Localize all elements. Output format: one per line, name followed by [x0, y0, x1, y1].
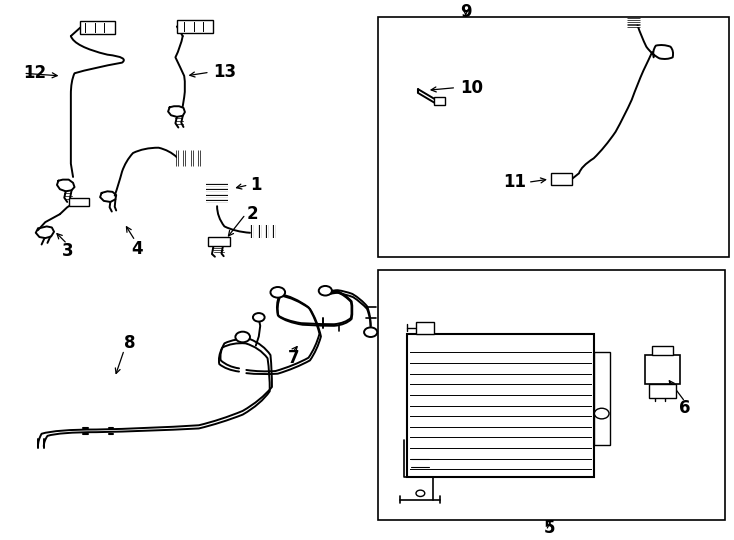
Text: 4: 4: [131, 240, 142, 258]
Text: 10: 10: [460, 79, 483, 97]
Bar: [407, 334, 594, 477]
Circle shape: [364, 327, 377, 337]
Bar: [416, 322, 435, 334]
Text: 2: 2: [247, 205, 258, 223]
Text: 1: 1: [250, 176, 261, 194]
Bar: [650, 384, 675, 397]
Text: 12: 12: [23, 64, 46, 82]
Bar: [594, 353, 610, 446]
Text: 6: 6: [680, 399, 691, 417]
Text: 3: 3: [62, 242, 73, 260]
Circle shape: [319, 286, 332, 295]
Circle shape: [416, 490, 425, 496]
Bar: [378, 17, 729, 256]
Bar: [435, 97, 446, 105]
Bar: [551, 173, 572, 185]
Circle shape: [270, 287, 285, 298]
Text: 7: 7: [288, 349, 299, 367]
Circle shape: [236, 332, 250, 342]
Text: 11: 11: [504, 173, 526, 191]
Text: 13: 13: [214, 63, 236, 81]
Bar: [80, 21, 115, 35]
Text: 5: 5: [544, 519, 556, 537]
Text: 8: 8: [124, 334, 136, 353]
Bar: [69, 198, 89, 206]
Text: 9: 9: [460, 3, 471, 21]
Circle shape: [595, 408, 609, 419]
Bar: [208, 237, 230, 246]
Circle shape: [253, 313, 265, 322]
Bar: [645, 355, 680, 384]
Bar: [653, 346, 672, 355]
Bar: [378, 270, 725, 520]
Bar: [177, 20, 214, 33]
